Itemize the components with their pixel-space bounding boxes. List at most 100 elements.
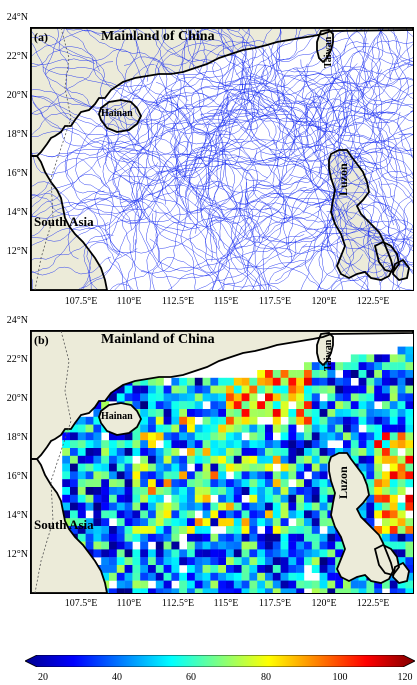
density-cell [155, 455, 164, 464]
trajectory-line [349, 228, 413, 259]
density-cell [171, 494, 180, 503]
density-cell [389, 518, 398, 527]
density-cell [194, 432, 203, 441]
density-cell [163, 479, 172, 488]
density-cell [288, 580, 297, 589]
density-cell [171, 502, 180, 511]
density-cell [272, 393, 281, 402]
density-cell [132, 580, 141, 589]
density-cell [140, 487, 149, 495]
density-cell [327, 541, 336, 550]
density-cell [241, 424, 250, 433]
density-cell [397, 526, 406, 534]
trajectory-line [31, 222, 109, 274]
density-cell [101, 401, 110, 410]
trajectory-line [109, 234, 305, 290]
trajectory-line [326, 208, 413, 227]
density-cell [272, 455, 281, 464]
density-cell [241, 455, 250, 464]
density-cell [265, 424, 273, 433]
density-cell [116, 502, 125, 511]
density-cell [319, 541, 328, 550]
density-cell [374, 440, 383, 449]
density-cell [374, 588, 383, 593]
density-cell [389, 393, 398, 402]
density-cell [319, 362, 328, 371]
density-cell [101, 518, 110, 527]
density-cell [350, 409, 359, 417]
density-cell [366, 487, 375, 495]
density-cell [226, 572, 234, 581]
density-cell [233, 479, 242, 488]
density-cell [272, 424, 281, 433]
density-cell [311, 510, 320, 519]
density-cell [335, 362, 344, 371]
density-cell [163, 401, 172, 410]
density-cell [288, 541, 297, 550]
density-cell [335, 416, 344, 425]
density-cell [85, 533, 94, 542]
density-cell [226, 401, 234, 410]
trajectory-line [337, 43, 413, 177]
density-cell [389, 370, 398, 378]
density-cell [124, 494, 133, 503]
density-cell [319, 557, 328, 566]
density-cell [140, 393, 149, 402]
density-cell [148, 479, 156, 488]
density-cell [311, 385, 320, 394]
y-tick: 22°N [6, 354, 28, 365]
density-cell [311, 432, 320, 441]
density-cell [132, 494, 141, 503]
density-cell [124, 510, 133, 519]
density-cell [374, 526, 383, 534]
density-cell [343, 416, 351, 425]
density-cell [366, 494, 375, 503]
trajectory-line [275, 69, 413, 104]
density-cell [218, 377, 227, 386]
density-cell [62, 448, 71, 456]
density-cell [233, 393, 242, 402]
density-cell [179, 401, 188, 410]
density-cell [335, 424, 344, 433]
density-cell [140, 479, 149, 488]
density-cell [288, 448, 297, 456]
density-cell [272, 471, 281, 480]
density-cell [272, 416, 281, 425]
density-cell [109, 494, 117, 503]
density-cell [155, 572, 164, 581]
density-cell [374, 580, 383, 589]
density-cell [93, 416, 102, 425]
colorbar-tick: 60 [186, 672, 196, 683]
density-cell [226, 440, 234, 449]
density-cell [272, 448, 281, 456]
trajectory-line [31, 61, 114, 115]
trajectory-line [136, 162, 235, 290]
density-cell [77, 502, 86, 511]
density-cell [93, 455, 102, 464]
density-cell [93, 471, 102, 480]
trajectory-line [254, 28, 282, 80]
density-cell [327, 518, 336, 527]
density-cell [194, 393, 203, 402]
density-cell [327, 432, 336, 441]
x-tick: 115°E [213, 598, 239, 609]
density-cell [382, 409, 390, 417]
density-cell [304, 510, 312, 519]
density-cell [280, 401, 289, 410]
trajectory-line [206, 66, 369, 240]
trajectory-line [132, 89, 288, 219]
density-cell [335, 385, 344, 394]
density-cell [249, 510, 258, 519]
density-cell [179, 487, 188, 495]
density-cell [187, 541, 195, 550]
density-cell [77, 416, 86, 425]
density-cell [109, 440, 117, 449]
density-cell [226, 549, 234, 558]
trajectory-line [220, 28, 320, 163]
coastline [31, 331, 413, 593]
density-cell [335, 432, 344, 441]
x-tick: 120°E [311, 598, 337, 609]
trajectory-line [120, 158, 215, 290]
density-cell [374, 455, 383, 464]
density-cell [296, 572, 305, 581]
